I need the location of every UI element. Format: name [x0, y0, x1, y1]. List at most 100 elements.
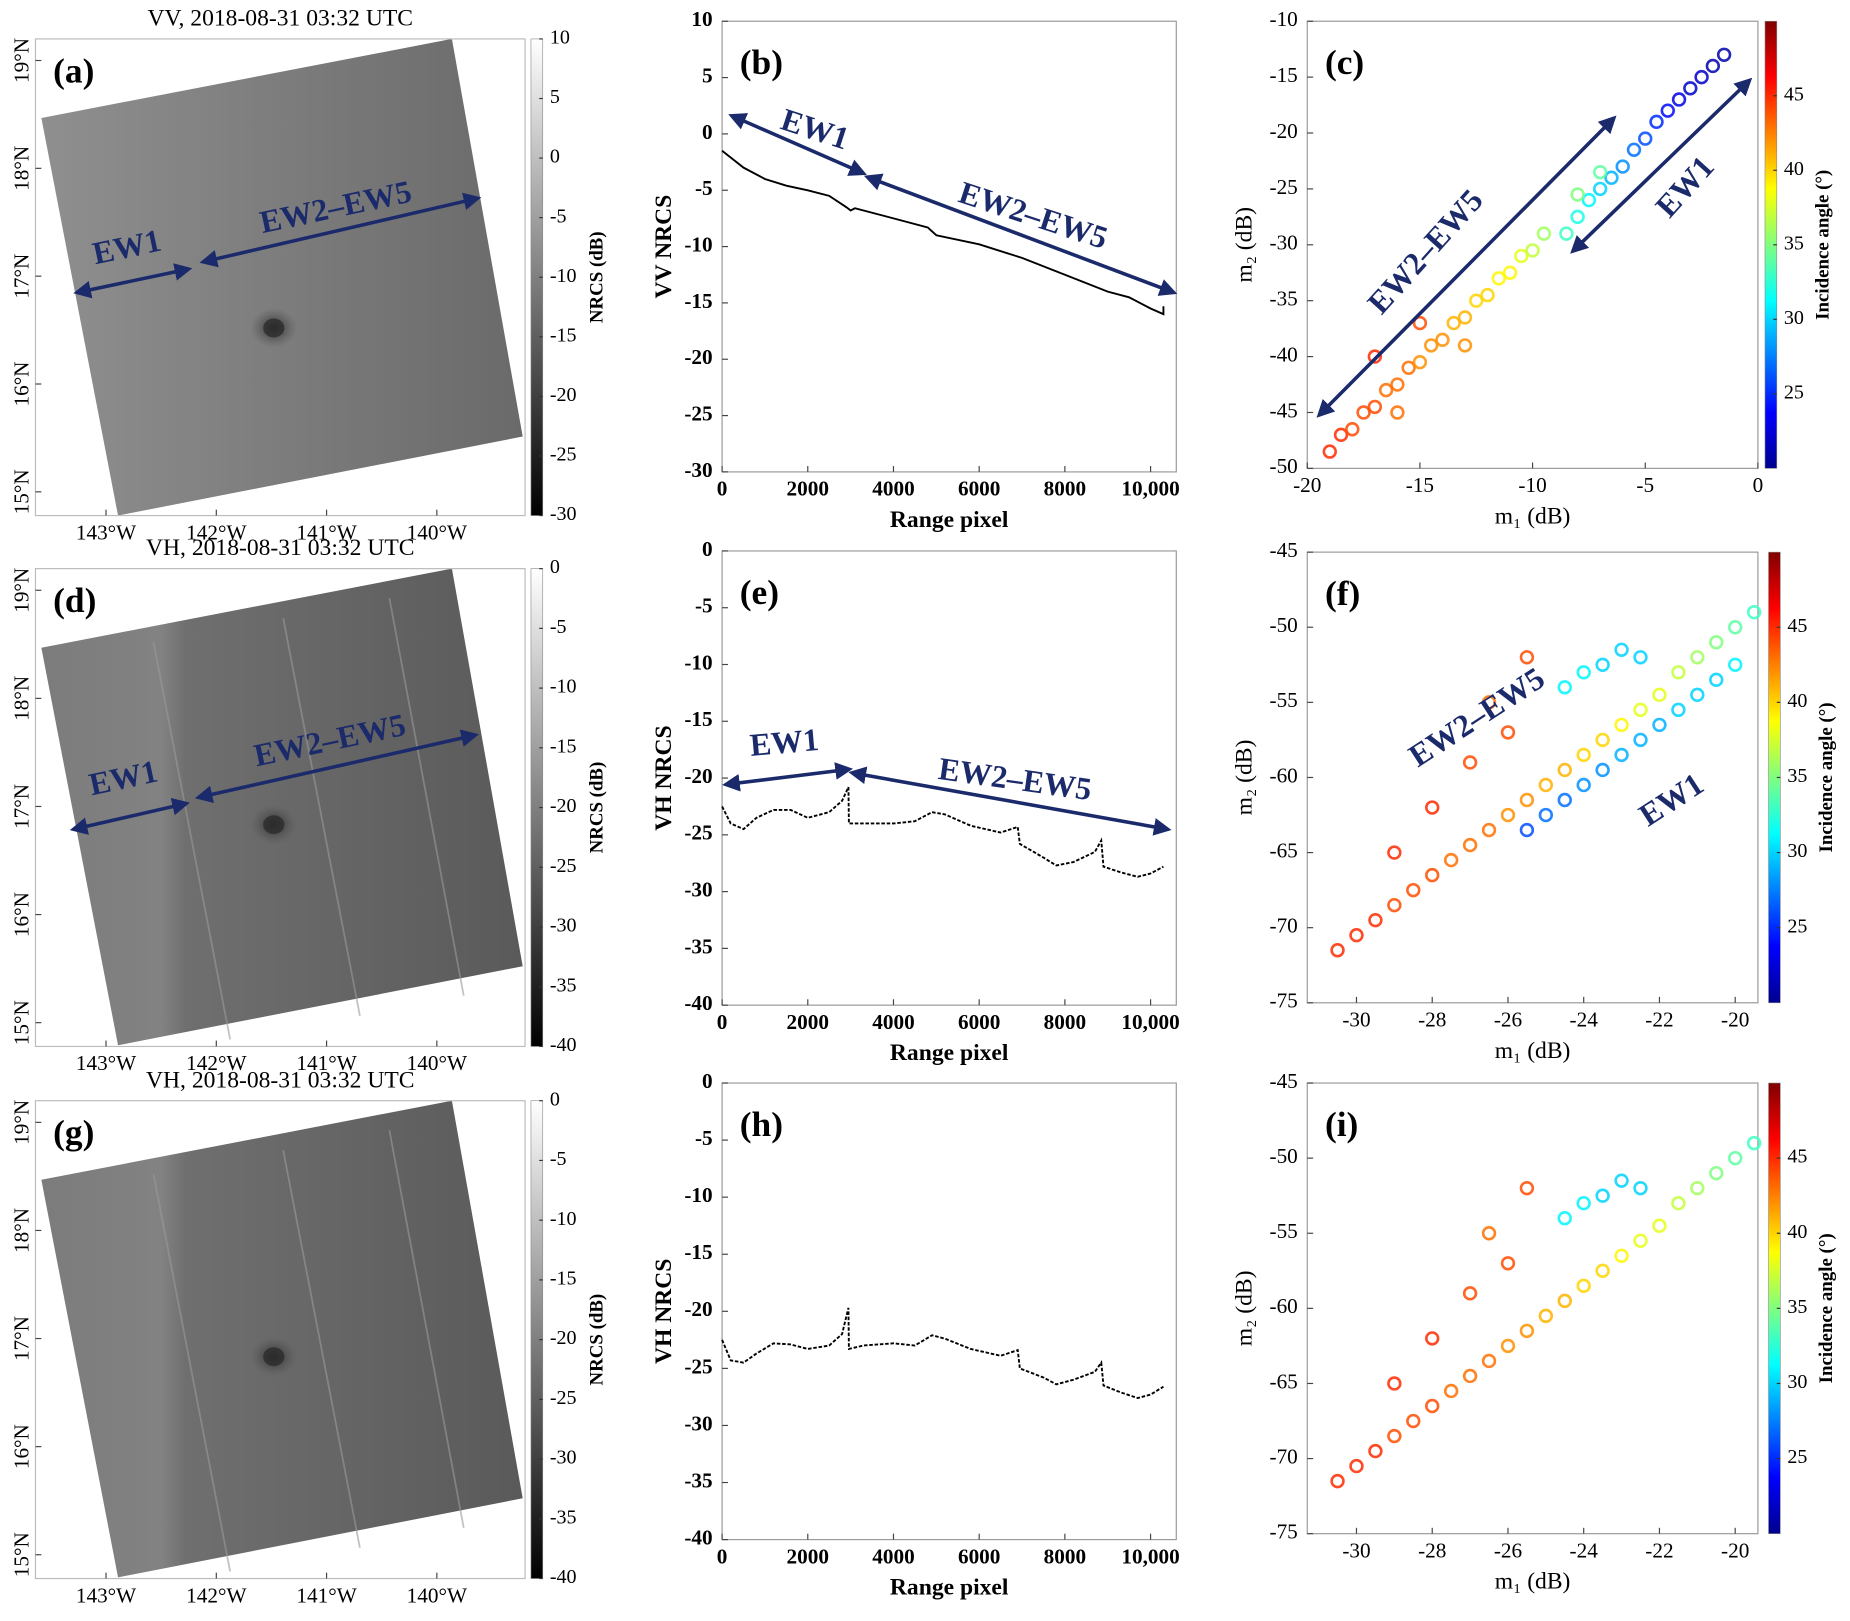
- x-tick-label: 0: [717, 1010, 728, 1034]
- scatter-point: [1469, 293, 1484, 308]
- scatter-point: [1378, 382, 1394, 398]
- scatter-point: [1604, 170, 1619, 185]
- x-tick-label: 6000: [958, 477, 1000, 501]
- y-tick-label: -40: [684, 1525, 712, 1549]
- scatter-point: [1457, 338, 1473, 353]
- x-axis-label: Range pixel: [890, 1575, 1009, 1601]
- y-tick-label: -75: [1270, 1520, 1298, 1544]
- y-tick-label: -10: [1270, 7, 1298, 31]
- panel-label: (c): [1325, 42, 1364, 82]
- colorbar-tick-label: -20: [550, 1327, 577, 1349]
- x-tick-label: -22: [1645, 1008, 1673, 1032]
- panel: -30 -28 -26 -24 -22 -20 -45 -50 -55 -60 -65 -70 -75 m…: [1231, 1069, 1837, 1595]
- y-tick-label: -15: [684, 289, 712, 313]
- scatter-point: [1709, 1165, 1724, 1181]
- x-tick-label: 10,000: [1121, 477, 1179, 501]
- scatter-point: [1519, 822, 1535, 838]
- scatter-point: [1356, 405, 1371, 420]
- x-tick-label: -28: [1418, 1008, 1446, 1032]
- y-axis-label: VH NRCS: [651, 725, 677, 830]
- colorbar-tick-label: 45: [1787, 1146, 1807, 1168]
- y-axis-label: m₂ (dB): [1231, 1271, 1257, 1347]
- panel-label: (i): [1325, 1104, 1358, 1144]
- y-axis-label: VV NRCS: [651, 195, 677, 299]
- scatter-point: [1660, 103, 1675, 118]
- colorbar-tick-label: 45: [1784, 83, 1804, 105]
- x-tick-label: -10: [1518, 473, 1546, 497]
- scatter-point: [1502, 265, 1518, 280]
- scatter-point: [1557, 762, 1572, 778]
- scatter-point: [1406, 882, 1421, 898]
- colorbar-label: Incidence angle (°): [1816, 702, 1837, 852]
- scatter-point: [1500, 807, 1516, 823]
- y-tick-label: 19°N: [10, 38, 34, 83]
- x-axis-label: Range pixel: [890, 1040, 1009, 1066]
- x-tick-label: 10,000: [1121, 1544, 1179, 1568]
- y-tick-label: 17°N: [10, 254, 34, 299]
- scatter-point: [1525, 243, 1540, 258]
- annotation: EW1: [1649, 149, 1721, 224]
- y-tick-label: -40: [1270, 342, 1298, 366]
- scatter-point: [1462, 1368, 1478, 1384]
- y-tick-label: 18°N: [10, 676, 34, 721]
- colorbar-tick-label: -10: [550, 676, 577, 698]
- y-tick-label: -70: [1270, 1444, 1298, 1468]
- scatter-point: [1614, 1248, 1629, 1263]
- x-tick-label: 140°W: [407, 520, 467, 544]
- annotation: EW1: [748, 722, 820, 763]
- scatter-point: [1614, 642, 1629, 657]
- scatter-point: [1595, 732, 1610, 748]
- scatter-point: [1480, 287, 1495, 303]
- scatter-point: [1595, 1263, 1610, 1279]
- y-tick-label: -30: [684, 1411, 712, 1435]
- axes-frame: [1306, 1082, 1759, 1535]
- scatter-point: [1683, 81, 1698, 96]
- y-tick-label: 0: [702, 537, 713, 561]
- scatter-point: [1538, 1308, 1554, 1324]
- y-tick-label: -65: [1270, 1369, 1298, 1393]
- colorbar-tick-label: -30: [550, 503, 577, 525]
- scatter-point: [1368, 1443, 1383, 1459]
- scatter-point: [1349, 928, 1364, 943]
- y-tick-label: -50: [1270, 454, 1298, 478]
- colorbar-tick-label: -15: [550, 324, 577, 346]
- colorbar-tick-label: -30: [550, 915, 577, 937]
- x-tick-label: 142°W: [186, 1051, 246, 1075]
- panel: 0 2000 4000 6000 8000 10,000 0 -5 -10 -15 -20 -25 -3…: [651, 1069, 1180, 1601]
- panel-label: (f): [1325, 573, 1360, 613]
- scatter-point: [1387, 897, 1402, 913]
- colorbar-tick-label: -30: [550, 1447, 577, 1469]
- x-tick-label: -24: [1570, 1008, 1599, 1032]
- y-tick-label: -70: [1270, 914, 1298, 938]
- y-tick-label: -30: [1270, 231, 1298, 255]
- scatter-point: [1519, 1323, 1535, 1339]
- scatter-point: [1390, 377, 1405, 392]
- panel: -20 -15 -10 -5 0-10-15-20-25-30-35-40-45-50m…: [1231, 7, 1833, 529]
- y-tick-label: 19°N: [10, 1100, 34, 1145]
- scatter-point: [1462, 755, 1478, 770]
- map-title: VV, 2018-08-31 03:32 UTC: [148, 5, 413, 31]
- scatter-point: [1649, 114, 1664, 130]
- y-tick-label: -30: [684, 458, 712, 482]
- scatter-point: [1481, 1226, 1497, 1241]
- x-axis-label: m₁ (dB): [1495, 1038, 1571, 1064]
- scatter-point: [1626, 142, 1642, 157]
- y-tick-label: -25: [684, 401, 712, 425]
- x-tick-label: -15: [1406, 473, 1434, 497]
- y-tick-label: 19°N: [10, 568, 34, 613]
- annotation-arrow: [1316, 115, 1617, 418]
- x-axis-label: m₁ (dB): [1495, 1569, 1571, 1595]
- panel-label: (d): [53, 580, 96, 620]
- x-tick-label: -30: [1342, 1538, 1370, 1562]
- y-tick-label: -10: [684, 232, 712, 256]
- scatter-point: [1595, 762, 1610, 778]
- scatter-point: [1570, 209, 1585, 225]
- y-tick-label: 17°N: [10, 784, 34, 829]
- scatter-point: [1491, 271, 1506, 286]
- x-tick-label: -28: [1418, 1538, 1446, 1562]
- annotation-arrow: [73, 263, 193, 299]
- scatter-point: [1716, 47, 1732, 62]
- y-tick-label: -5: [695, 176, 713, 200]
- y-tick-label: 15°N: [10, 1532, 34, 1577]
- panel: VH, 2018-08-31 03:32 UTC 143°W 142°W 141°W 1…: [10, 1067, 608, 1607]
